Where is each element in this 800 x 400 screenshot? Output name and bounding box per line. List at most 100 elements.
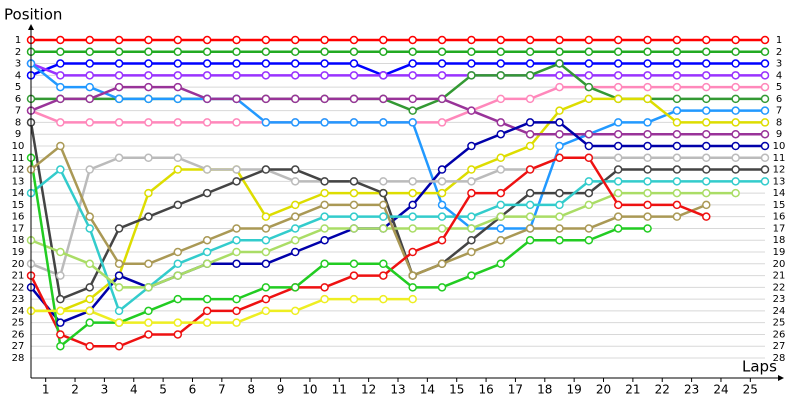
point (731, 141, 740, 151)
point (85, 341, 94, 351)
point (202, 59, 212, 68)
point (702, 129, 711, 139)
point (144, 71, 153, 80)
point (144, 118, 153, 127)
point (467, 35, 476, 45)
point (496, 165, 506, 174)
point (496, 259, 506, 269)
point (56, 306, 65, 316)
point (613, 35, 623, 45)
y-tick-label-right: 3 (776, 59, 782, 70)
x-tick-label: 23 (684, 383, 699, 397)
point (702, 141, 711, 151)
point (173, 153, 183, 163)
point (467, 188, 476, 198)
x-tick-label: 25 (743, 383, 758, 397)
point (731, 118, 740, 127)
point (202, 306, 212, 316)
x-tick-label: 1 (42, 383, 50, 397)
series-line (29, 122, 765, 301)
y-tick-label: 25 (12, 318, 25, 329)
y-tick-label-right: 27 (773, 341, 786, 352)
point (56, 341, 65, 351)
point (85, 94, 94, 104)
point (672, 177, 682, 186)
point (144, 283, 153, 292)
point (56, 71, 65, 80)
point (672, 141, 682, 151)
y-axis-title: Position (4, 6, 62, 24)
y-tick-label: 1 (15, 35, 21, 46)
point (613, 47, 623, 57)
point (702, 212, 711, 221)
point (56, 141, 65, 151)
y-tick-label-right: 25 (773, 318, 786, 329)
point (555, 106, 564, 115)
point (760, 47, 770, 57)
point (349, 294, 359, 304)
point (437, 94, 447, 104)
point (202, 165, 212, 174)
series-line (29, 156, 707, 348)
point (173, 318, 183, 327)
point (379, 212, 388, 221)
point (437, 59, 447, 68)
point (173, 294, 183, 304)
point (144, 330, 153, 339)
point (114, 341, 124, 351)
point (320, 59, 329, 68)
point (555, 35, 564, 45)
point (173, 259, 183, 269)
point (760, 153, 770, 163)
point (643, 212, 652, 221)
point (173, 47, 183, 57)
point (437, 200, 447, 210)
point (261, 235, 271, 245)
y-tick-label: 15 (12, 200, 25, 211)
point (525, 118, 535, 127)
point (702, 106, 711, 115)
series-line (31, 97, 765, 313)
point (232, 294, 241, 304)
point (114, 94, 124, 104)
point (672, 94, 682, 104)
point (202, 71, 212, 80)
point (613, 212, 623, 221)
point (467, 59, 476, 68)
point (408, 212, 417, 221)
point (496, 129, 506, 139)
point (760, 106, 770, 115)
point (114, 47, 124, 57)
point (56, 59, 65, 68)
point (408, 47, 417, 57)
y-tick-label: 14 (12, 188, 25, 199)
y-tick-label-right: 9 (776, 129, 782, 140)
y-tick-label-right: 16 (773, 212, 786, 223)
point (525, 200, 535, 210)
series-line (31, 297, 413, 324)
point (173, 59, 183, 68)
point (144, 318, 153, 327)
point (760, 177, 770, 186)
point (731, 35, 740, 45)
x-tick-label: 15 (449, 383, 464, 397)
point (496, 235, 506, 245)
point (144, 153, 153, 163)
point (731, 47, 740, 57)
point (702, 118, 711, 127)
y-tick-label-right: 7 (776, 106, 782, 117)
point (643, 118, 652, 127)
point (290, 71, 300, 80)
point (584, 235, 594, 245)
point (261, 94, 271, 104)
point (114, 224, 124, 233)
point (56, 94, 65, 104)
point (672, 118, 682, 127)
point (496, 94, 506, 104)
series-line (30, 144, 707, 277)
point (643, 71, 652, 80)
x-tick-label: 9 (277, 383, 285, 397)
point (613, 165, 623, 174)
point (525, 47, 535, 57)
